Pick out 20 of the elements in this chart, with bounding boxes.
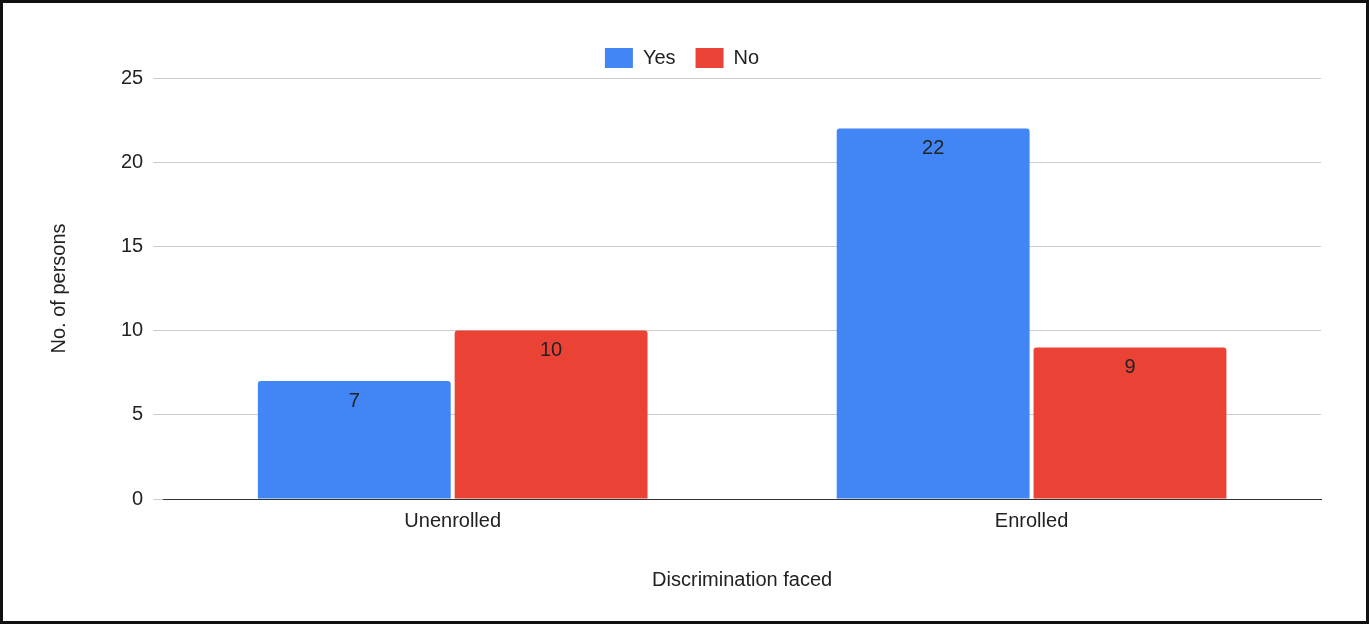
y-tick-label: 20 — [121, 149, 144, 172]
data-label: 22 — [922, 136, 945, 159]
bar — [1033, 347, 1227, 499]
bar — [257, 381, 451, 499]
legend-label: Yes — [642, 45, 676, 68]
y-tick-label: 15 — [121, 233, 144, 256]
bar — [454, 330, 648, 499]
y-tick-label: 0 — [132, 486, 144, 509]
y-tick-label: 25 — [121, 65, 144, 88]
y-tick-label: 5 — [132, 402, 144, 425]
bar — [836, 128, 1030, 499]
data-label: 10 — [539, 338, 563, 361]
y-tick-label: 10 — [121, 318, 144, 341]
legend-label: No — [733, 45, 760, 68]
x-tick-label: Unenrolled — [404, 508, 502, 531]
data-label: 9 — [1124, 354, 1136, 377]
x-axis-title: Discrimination faced — [652, 567, 833, 590]
data-label: 7 — [348, 388, 360, 411]
y-axis-title: No. of persons — [46, 223, 69, 354]
x-tick-label: Enrolled — [994, 508, 1069, 531]
